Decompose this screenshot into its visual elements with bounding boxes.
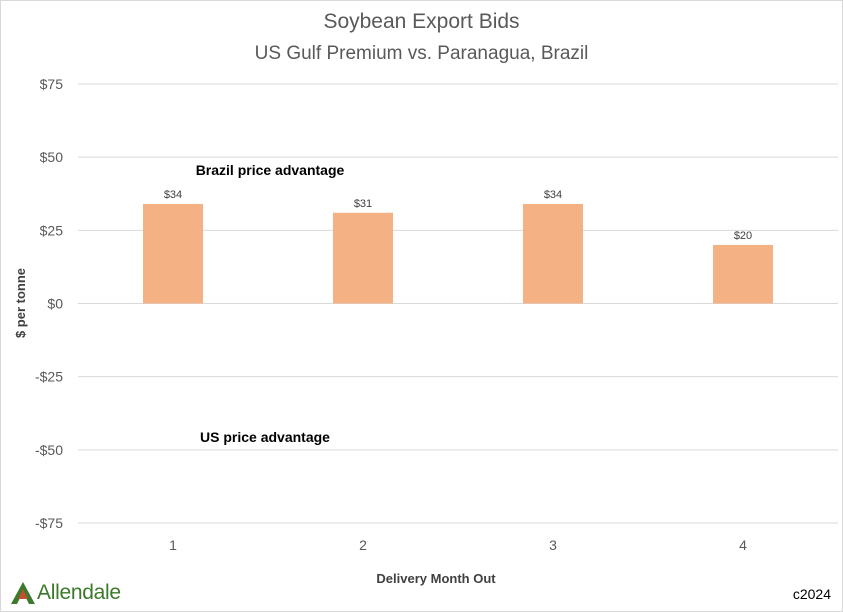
logo-text: Allendale	[37, 581, 121, 604]
data-label: $34	[164, 189, 182, 201]
x-tick-labels: 1 2 3 4	[169, 537, 747, 553]
data-label: $34	[544, 189, 562, 201]
annotation-upper: Brazil price advantage	[196, 162, 345, 178]
bar	[523, 203, 583, 304]
allendale-logo: Allendale	[10, 580, 121, 606]
allendale-logo-icon	[11, 582, 35, 604]
x-axis-title: Delivery Month Out	[376, 571, 496, 586]
x-tick-label: 1	[169, 537, 177, 553]
data-label: $20	[734, 230, 752, 242]
y-tick-label: -$25	[35, 369, 63, 385]
x-tick-label: 2	[359, 537, 367, 553]
bar	[713, 244, 773, 304]
bar	[333, 212, 393, 304]
y-tick-label: -$75	[35, 515, 63, 531]
x-tick-label: 4	[739, 537, 747, 553]
copyright-text: c2024	[792, 586, 831, 602]
chart-title: Soybean Export Bids	[323, 10, 520, 33]
y-axis-title: $ per tonne	[13, 268, 28, 338]
gridlines	[78, 83, 838, 524]
data-labels: $34 $31 $34 $20	[164, 189, 752, 242]
bar	[143, 203, 203, 304]
x-tick-label: 3	[549, 537, 557, 553]
y-tick-label: $0	[47, 296, 63, 312]
y-tick-label: $50	[40, 149, 64, 165]
chart-subtitle: US Gulf Premium vs. Paranagua, Brazil	[254, 43, 589, 64]
data-label: $31	[354, 198, 372, 210]
bars	[143, 203, 773, 304]
annotation-lower: US price advantage	[200, 429, 330, 445]
y-tick-label: $25	[40, 222, 64, 238]
y-tick-labels: $75 $50 $25 $0 -$25 -$50 -$75	[35, 76, 63, 531]
y-tick-label: -$50	[35, 442, 63, 458]
y-tick-label: $75	[40, 76, 64, 92]
